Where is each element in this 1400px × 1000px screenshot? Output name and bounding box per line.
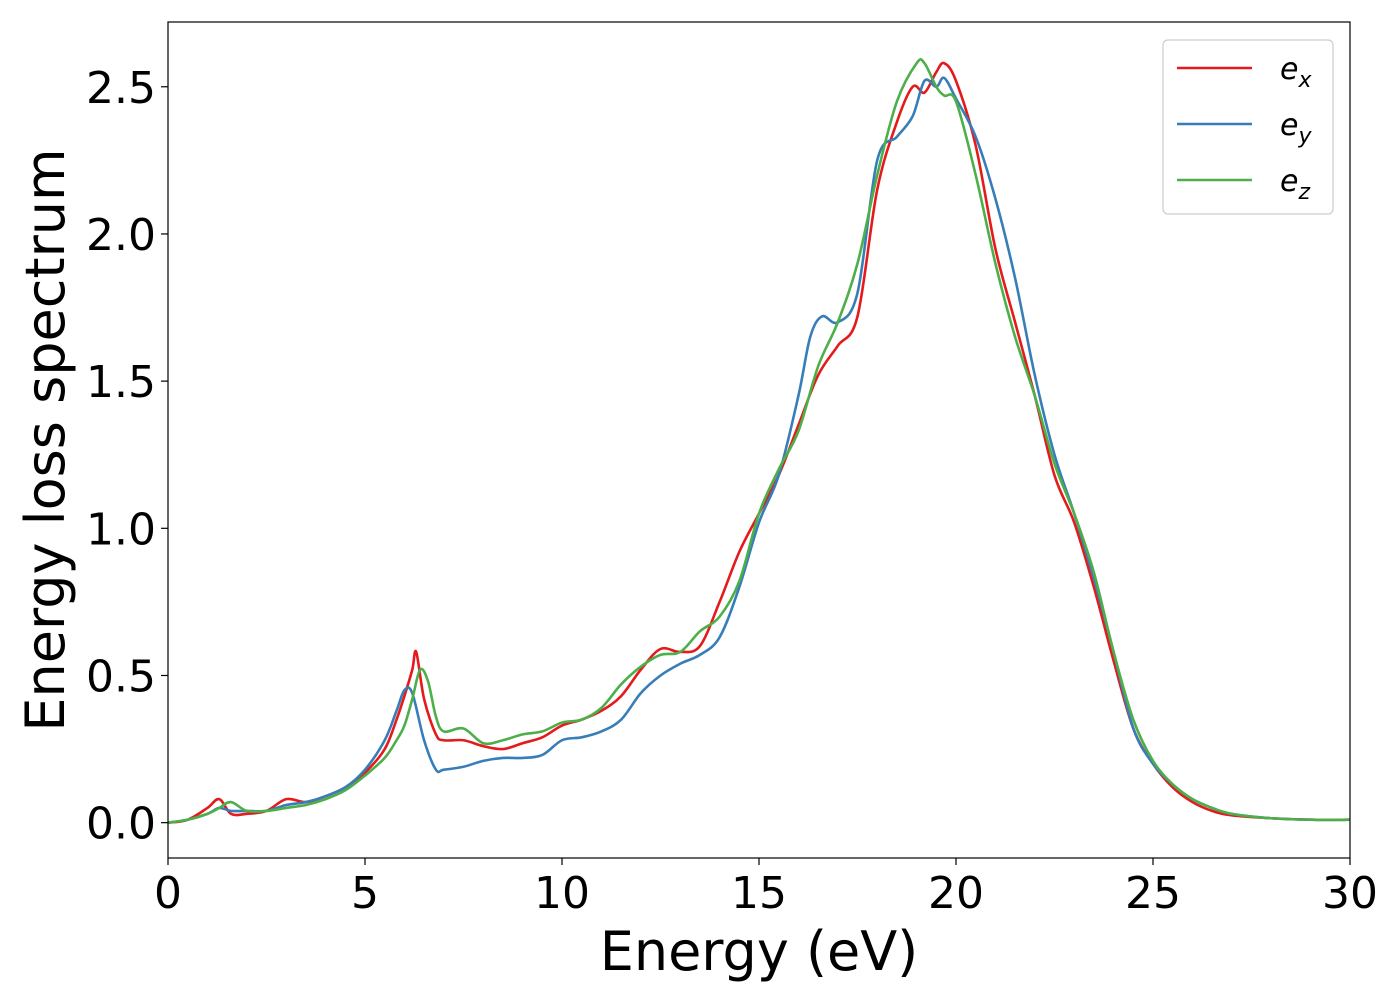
- x-tick-label: 0: [154, 868, 182, 919]
- plot-background: [168, 22, 1350, 858]
- series-layer: [167, 58, 1351, 824]
- x-axis-label: Energy (eV): [600, 920, 919, 983]
- y-tick-label: 1.5: [86, 357, 156, 408]
- legend-label: ex: [1280, 52, 1312, 93]
- x-tick-label: 5: [351, 868, 379, 919]
- x-tick-label: 20: [928, 868, 984, 919]
- legend-label-base: e: [1280, 108, 1298, 143]
- series-line-e-z: [167, 58, 1351, 824]
- y-tick-label: 0.0: [86, 799, 156, 850]
- y-axis: 0.0 0.5 1.0 1.5 2.0 2.5: [86, 63, 168, 850]
- legend-label: ey: [1280, 108, 1312, 149]
- x-axis: 0 5 10 15 20 25 30: [154, 858, 1378, 919]
- legend-label-subscript: z: [1297, 180, 1310, 205]
- y-tick-label: 0.5: [86, 651, 156, 702]
- legend-label-base: e: [1280, 52, 1298, 87]
- legend-label-subscript: x: [1297, 68, 1312, 93]
- y-tick-label: 2.5: [86, 63, 156, 114]
- y-tick-label: 2.0: [86, 210, 156, 261]
- legend-label-subscript: y: [1297, 124, 1312, 149]
- x-tick-label: 30: [1322, 868, 1378, 919]
- legend-frame: [1162, 39, 1334, 215]
- y-tick-label: 1.0: [86, 504, 156, 555]
- x-tick-label: 10: [534, 868, 590, 919]
- x-tick-label: 25: [1125, 868, 1181, 919]
- legend-label-base: e: [1280, 164, 1298, 199]
- x-tick-label: 15: [731, 868, 787, 919]
- y-axis-label: Energy loss spectrum: [14, 148, 77, 731]
- legend-label: ez: [1280, 164, 1310, 205]
- series-line-e-x: [167, 61, 1351, 824]
